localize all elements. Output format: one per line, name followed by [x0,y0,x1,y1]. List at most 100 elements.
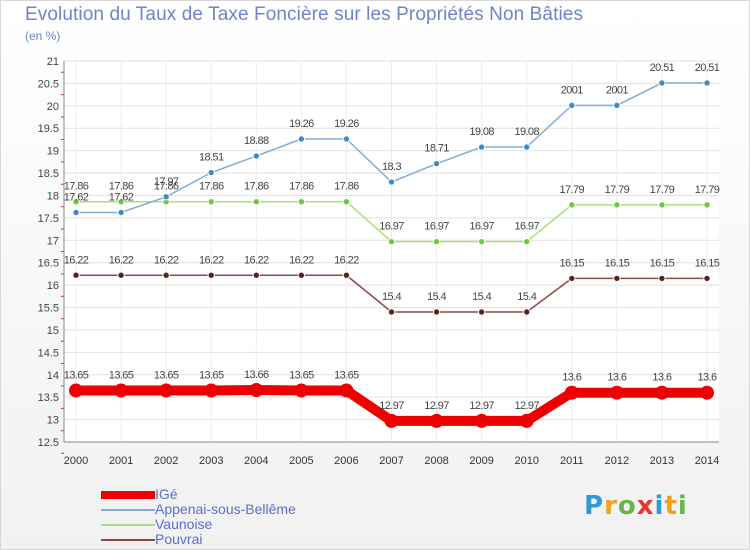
data-point [477,237,486,246]
data-point [294,383,309,398]
data-label: 16.22 [199,254,224,266]
data-point [432,159,441,168]
x-tick-label: 2014 [695,455,719,467]
data-point [297,135,306,143]
data-point [117,208,125,217]
data-label: 16.15 [650,257,675,269]
data-point [72,271,80,279]
y-tick-label: 20 [47,101,59,113]
y-tick-label: 14 [47,370,59,382]
data-point [432,308,441,316]
y-tick-label: 19.5 [38,123,59,135]
y-tick-label: 18.5 [38,168,59,180]
logo-letter: x [636,491,655,521]
y-tick-label: 12.5 [38,437,59,449]
data-point [342,135,351,143]
data-label: 16.22 [109,254,134,266]
data-label: 13.65 [64,369,89,381]
data-label: 17.97 [154,176,179,188]
data-point [519,413,534,428]
data-point [477,308,486,316]
data-label: 15.4 [517,291,536,303]
data-label: 17.86 [199,181,224,193]
data-label: 2001 [561,84,584,96]
data-point [297,198,306,206]
data-label: 17.86 [64,181,89,193]
y-tick-label: 17 [47,235,59,247]
data-label: 16.97 [469,221,494,233]
data-label: 16.97 [424,221,449,233]
chart-title: Evolution du Taux de Taxe Foncière sur l… [25,4,584,25]
data-label: 18.51 [199,152,224,164]
data-point [477,143,486,151]
data-point [523,237,531,246]
x-tick-label: 2010 [514,455,538,467]
x-tick-label: 2002 [154,455,178,467]
x-tick-label: 2004 [244,455,268,467]
data-point [613,201,621,209]
data-label: 16.97 [514,221,539,233]
data-point [384,413,399,428]
data-point [252,152,260,160]
logo-letter: t [664,491,678,521]
data-point [658,274,666,283]
x-tick-label: 2007 [379,455,403,467]
data-label: 15.4 [472,291,491,303]
data-label: 16.22 [244,254,269,266]
data-label: 16.22 [64,254,89,266]
data-label: 17.86 [334,181,359,193]
data-point [387,178,396,186]
logo-letter: r [604,491,618,521]
data-point [613,274,621,283]
data-point [252,271,260,279]
data-point [162,193,170,201]
legend-label: Vaunoise [155,516,213,532]
data-point [658,79,666,87]
legend-label: IGé [155,486,178,502]
data-point [523,143,531,151]
proxiti-logo[interactable]: Proxiti [584,491,688,521]
data-label: 17.86 [109,181,134,193]
data-point [613,101,621,110]
y-tick-label: 13.5 [38,392,59,404]
data-label: 13.65 [109,369,134,381]
y-tick-label: 14.5 [38,347,59,359]
data-label: 17.79 [695,184,720,196]
data-label: 17.79 [560,184,585,196]
data-point [339,383,354,398]
x-tick-label: 2009 [469,455,493,467]
x-tick-label: 2001 [109,455,133,467]
data-label: 16.15 [605,257,630,269]
data-point [387,237,396,246]
data-label: 19.26 [289,118,314,130]
y-tick-label: 15 [47,325,59,337]
data-point [249,383,264,398]
data-point [342,198,351,206]
data-point [117,198,125,206]
y-tick-label: 13 [47,415,59,427]
data-point [432,237,441,246]
data-point [117,271,125,279]
data-label: 18.88 [244,135,269,147]
data-label: 20.51 [695,62,720,74]
data-point [72,208,80,217]
y-tick-label: 19 [47,146,59,158]
data-label: 13.6 [652,372,671,384]
legend-swatch [101,490,155,499]
data-label: 12.97 [469,400,494,412]
data-label: 18.71 [424,143,449,155]
data-point [159,383,174,398]
data-label: 17.62 [109,192,134,204]
data-point [207,168,215,177]
data-label: 16.22 [289,254,314,266]
x-tick-label: 2008 [424,455,448,467]
data-label: 12.97 [514,400,539,412]
data-label: 19.26 [334,118,359,130]
data-label: 16.15 [560,257,585,269]
data-point [429,413,444,428]
x-tick-label: 2005 [289,455,313,467]
x-tick-label: 2000 [64,455,88,467]
data-label: 13.6 [562,372,581,384]
x-tick-label: 2013 [650,455,674,467]
